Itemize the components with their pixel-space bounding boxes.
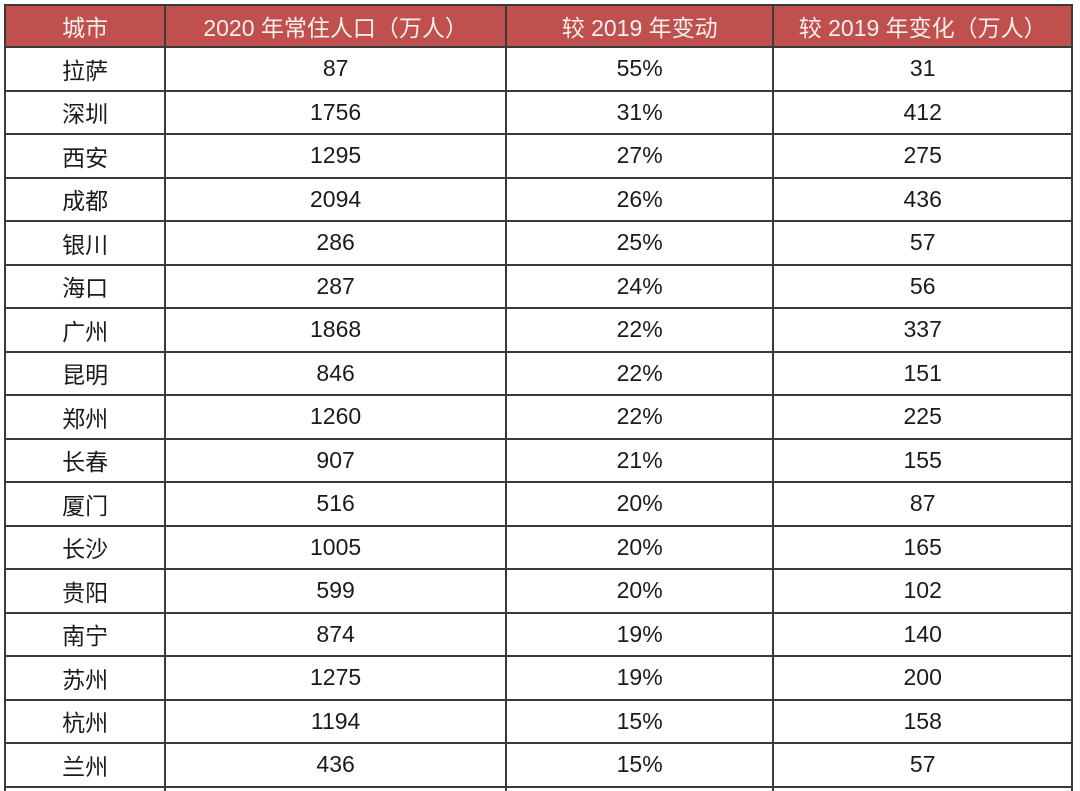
cell-population-2020: 846 xyxy=(164,350,507,396)
cell-change-absolute: 57 xyxy=(772,742,1073,788)
cell-population-2020: 907 xyxy=(164,437,507,483)
table-row: 广州 1868 22% 337 xyxy=(3,307,1073,353)
col-header-change-absolute: 较 2019 年变化（万人） xyxy=(772,4,1073,48)
cell-city: 广州 xyxy=(3,307,167,353)
table-row: 长春 907 21% 155 xyxy=(3,437,1073,483)
cell-change-percent: 20% xyxy=(504,524,775,570)
cell-change-absolute: 56 xyxy=(772,263,1073,309)
empty-cell xyxy=(504,785,775,791)
cell-population-2020: 2094 xyxy=(164,176,507,222)
cell-change-percent: 22% xyxy=(504,307,775,353)
cell-city: 长春 xyxy=(3,437,167,483)
cell-change-percent: 20% xyxy=(504,481,775,527)
header-row: 城市 2020 年常住人口（万人） 较 2019 年变动 较 2019 年变化（… xyxy=(3,4,1073,48)
col-header-city: 城市 xyxy=(3,4,167,48)
cell-population-2020: 1194 xyxy=(164,698,507,744)
table-row: 海口 287 24% 56 xyxy=(3,263,1073,309)
cell-change-percent: 55% xyxy=(504,46,775,92)
cell-city: 西安 xyxy=(3,133,167,179)
table-row: 长沙 1005 20% 165 xyxy=(3,524,1073,570)
col-header-change-percent: 较 2019 年变动 xyxy=(504,4,775,48)
cell-change-absolute: 155 xyxy=(772,437,1073,483)
cell-population-2020: 287 xyxy=(164,263,507,309)
table-row: 深圳 1756 31% 412 xyxy=(3,89,1073,135)
cell-change-absolute: 102 xyxy=(772,568,1073,614)
cell-city: 长沙 xyxy=(3,524,167,570)
partial-clipped-row xyxy=(3,785,1073,791)
cell-population-2020: 1756 xyxy=(164,89,507,135)
cell-city: 兰州 xyxy=(3,742,167,788)
cell-city: 贵阳 xyxy=(3,568,167,614)
cell-population-2020: 87 xyxy=(164,46,507,92)
table-row: 厦门 516 20% 87 xyxy=(3,481,1073,527)
cell-change-absolute: 57 xyxy=(772,220,1073,266)
table-row: 南宁 874 19% 140 xyxy=(3,611,1073,657)
cell-city: 厦门 xyxy=(3,481,167,527)
cell-population-2020: 1275 xyxy=(164,655,507,701)
cell-population-2020: 1005 xyxy=(164,524,507,570)
cell-change-absolute: 87 xyxy=(772,481,1073,527)
cell-city: 海口 xyxy=(3,263,167,309)
empty-cell xyxy=(772,785,1073,791)
cell-change-absolute: 31 xyxy=(772,46,1073,92)
cell-change-absolute: 436 xyxy=(772,176,1073,222)
cell-city: 成都 xyxy=(3,176,167,222)
table-row: 兰州 436 15% 57 xyxy=(3,742,1073,788)
cell-population-2020: 286 xyxy=(164,220,507,266)
cell-population-2020: 1260 xyxy=(164,394,507,440)
cell-change-percent: 26% xyxy=(504,176,775,222)
cell-change-absolute: 200 xyxy=(772,655,1073,701)
table-row: 杭州 1194 15% 158 xyxy=(3,698,1073,744)
table-row: 苏州 1275 19% 200 xyxy=(3,655,1073,701)
cell-change-percent: 24% xyxy=(504,263,775,309)
cell-city: 深圳 xyxy=(3,89,167,135)
table-row: 昆明 846 22% 151 xyxy=(3,350,1073,396)
cell-change-percent: 22% xyxy=(504,394,775,440)
col-header-population-2020: 2020 年常住人口（万人） xyxy=(164,4,507,48)
cell-change-percent: 21% xyxy=(504,437,775,483)
cell-change-percent: 19% xyxy=(504,611,775,657)
cell-change-absolute: 225 xyxy=(772,394,1073,440)
cell-city: 苏州 xyxy=(3,655,167,701)
cell-change-absolute: 412 xyxy=(772,89,1073,135)
cell-change-absolute: 275 xyxy=(772,133,1073,179)
cell-change-absolute: 140 xyxy=(772,611,1073,657)
cell-change-absolute: 337 xyxy=(772,307,1073,353)
cell-population-2020: 1868 xyxy=(164,307,507,353)
table-row: 成都 2094 26% 436 xyxy=(3,176,1073,222)
cell-change-percent: 15% xyxy=(504,742,775,788)
cell-population-2020: 436 xyxy=(164,742,507,788)
cell-population-2020: 1295 xyxy=(164,133,507,179)
cell-city: 拉萨 xyxy=(3,46,167,92)
cell-population-2020: 874 xyxy=(164,611,507,657)
cell-change-percent: 20% xyxy=(504,568,775,614)
cell-population-2020: 516 xyxy=(164,481,507,527)
cell-population-2020: 599 xyxy=(164,568,507,614)
cell-city: 郑州 xyxy=(3,394,167,440)
cell-change-percent: 15% xyxy=(504,698,775,744)
table-row: 西安 1295 27% 275 xyxy=(3,133,1073,179)
cell-change-absolute: 151 xyxy=(772,350,1073,396)
cell-city: 银川 xyxy=(3,220,167,266)
table-row: 银川 286 25% 57 xyxy=(3,220,1073,266)
cell-city: 杭州 xyxy=(3,698,167,744)
cell-change-percent: 25% xyxy=(504,220,775,266)
empty-cell xyxy=(164,785,507,791)
cell-city: 昆明 xyxy=(3,350,167,396)
cell-change-percent: 19% xyxy=(504,655,775,701)
cell-city: 南宁 xyxy=(3,611,167,657)
empty-cell xyxy=(3,785,167,791)
cell-change-absolute: 158 xyxy=(772,698,1073,744)
cell-change-percent: 22% xyxy=(504,350,775,396)
table-row: 贵阳 599 20% 102 xyxy=(3,568,1073,614)
table-row: 拉萨 87 55% 31 xyxy=(3,46,1073,92)
cell-change-percent: 31% xyxy=(504,89,775,135)
table-row: 郑州 1260 22% 225 xyxy=(3,394,1073,440)
cell-change-percent: 27% xyxy=(504,133,775,179)
city-population-table: 城市 2020 年常住人口（万人） 较 2019 年变动 较 2019 年变化（… xyxy=(3,4,1073,791)
cell-change-absolute: 165 xyxy=(772,524,1073,570)
